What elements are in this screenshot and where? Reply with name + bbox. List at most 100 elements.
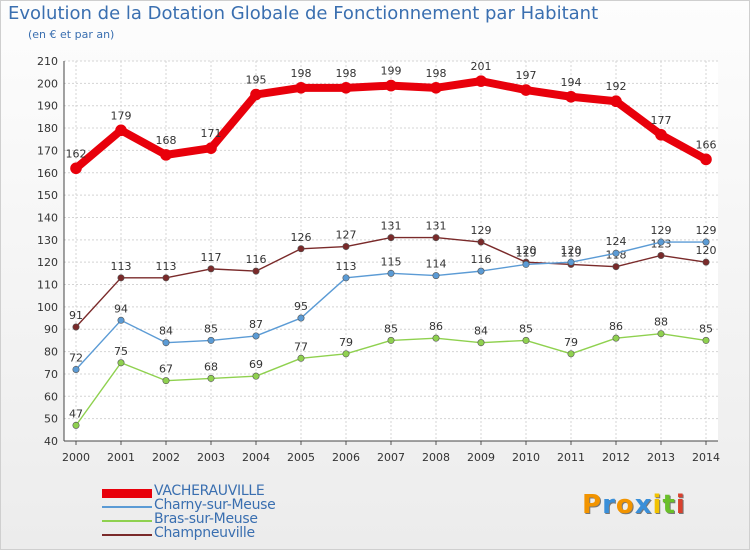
data-point xyxy=(72,365,80,373)
data-label: 85 xyxy=(699,322,713,335)
data-label: 198 xyxy=(426,67,447,80)
data-point xyxy=(252,372,260,380)
data-point xyxy=(702,238,710,246)
data-label: 88 xyxy=(654,316,668,329)
logo-letter: x xyxy=(634,490,653,520)
data-label: 67 xyxy=(159,363,173,376)
x-tick-label: 2014 xyxy=(692,451,720,464)
x-tick-label: 2010 xyxy=(512,451,540,464)
legend-label: Champneuville xyxy=(154,525,255,541)
y-tick-label: 70 xyxy=(44,368,58,381)
data-label: 195 xyxy=(246,74,267,87)
data-label: 84 xyxy=(159,325,173,338)
y-tick-label: 150 xyxy=(37,189,58,202)
y-tick-label: 40 xyxy=(44,435,58,448)
data-point xyxy=(340,82,352,94)
data-label: 114 xyxy=(426,258,447,271)
x-tick-label: 2001 xyxy=(107,451,135,464)
data-point xyxy=(70,162,82,175)
data-label: 68 xyxy=(204,360,218,373)
y-tick-label: 110 xyxy=(37,279,58,292)
data-point xyxy=(252,332,260,340)
data-label: 69 xyxy=(249,358,263,371)
x-tick-label: 2012 xyxy=(602,451,630,464)
data-point xyxy=(342,350,350,358)
legend-swatch xyxy=(102,520,152,522)
y-tick-label: 120 xyxy=(37,256,58,269)
data-point xyxy=(657,330,665,338)
data-label: 75 xyxy=(114,345,128,358)
x-tick-label: 2002 xyxy=(152,451,180,464)
data-point xyxy=(342,243,350,251)
data-point xyxy=(520,84,532,96)
data-point xyxy=(477,339,485,347)
data-label: 127 xyxy=(336,229,357,242)
data-point xyxy=(702,336,710,344)
data-point xyxy=(117,274,125,282)
data-point xyxy=(610,95,622,108)
data-label: 179 xyxy=(111,109,132,122)
data-label: 194 xyxy=(561,76,582,89)
data-point xyxy=(567,258,575,266)
data-point xyxy=(432,272,440,280)
legend-swatch xyxy=(102,534,152,536)
x-tick-label: 2000 xyxy=(62,451,90,464)
proxiti-logo: Proxiti xyxy=(582,490,686,520)
data-point xyxy=(387,269,395,277)
data-point xyxy=(162,339,170,347)
legend-label: VACHERAUVILLE xyxy=(154,483,265,499)
legend-swatch xyxy=(102,506,152,508)
data-point xyxy=(612,249,620,257)
data-point xyxy=(387,336,395,344)
data-label: 116 xyxy=(471,253,492,266)
x-tick-label: 2008 xyxy=(422,451,450,464)
data-point xyxy=(297,314,305,322)
data-point xyxy=(432,234,440,242)
data-point xyxy=(205,142,217,154)
data-point xyxy=(115,124,127,137)
data-label: 197 xyxy=(516,69,537,82)
data-label: 72 xyxy=(69,351,83,364)
legend-swatch xyxy=(102,489,152,498)
data-label: 77 xyxy=(294,340,308,353)
data-label: 113 xyxy=(156,260,177,273)
data-point xyxy=(655,128,667,141)
y-tick-label: 190 xyxy=(37,100,58,113)
y-tick-label: 90 xyxy=(44,323,58,336)
data-label: 171 xyxy=(201,127,222,140)
data-point xyxy=(475,75,487,87)
data-label: 85 xyxy=(384,322,398,335)
data-label: 201 xyxy=(471,60,492,73)
logo-letter: o xyxy=(615,490,635,520)
data-label: 166 xyxy=(696,138,717,151)
data-point xyxy=(72,323,80,331)
data-label: 192 xyxy=(606,80,627,93)
x-tick-label: 2005 xyxy=(287,451,315,464)
data-label: 84 xyxy=(474,325,488,338)
data-label: 113 xyxy=(111,260,132,273)
data-point xyxy=(702,258,710,266)
data-label: 86 xyxy=(429,320,443,333)
data-label: 120 xyxy=(696,244,717,257)
x-tick-label: 2009 xyxy=(467,451,495,464)
y-tick-label: 180 xyxy=(37,122,58,135)
data-point xyxy=(297,245,305,253)
data-point xyxy=(430,82,442,94)
data-label: 91 xyxy=(69,309,83,322)
y-tick-label: 60 xyxy=(44,390,58,403)
data-point xyxy=(612,334,620,342)
data-point xyxy=(297,354,305,362)
data-point xyxy=(432,334,440,342)
data-label: 47 xyxy=(69,407,83,420)
chart-subtitle: (en € et par an) xyxy=(28,28,115,41)
data-label: 120 xyxy=(561,244,582,257)
data-point xyxy=(567,350,575,358)
y-tick-label: 80 xyxy=(44,346,58,359)
data-label: 116 xyxy=(246,253,267,266)
data-label: 79 xyxy=(564,336,578,349)
data-point xyxy=(295,82,307,94)
data-point xyxy=(162,377,170,385)
data-label: 199 xyxy=(381,65,402,78)
data-point xyxy=(387,234,395,242)
y-tick-label: 50 xyxy=(44,413,58,426)
